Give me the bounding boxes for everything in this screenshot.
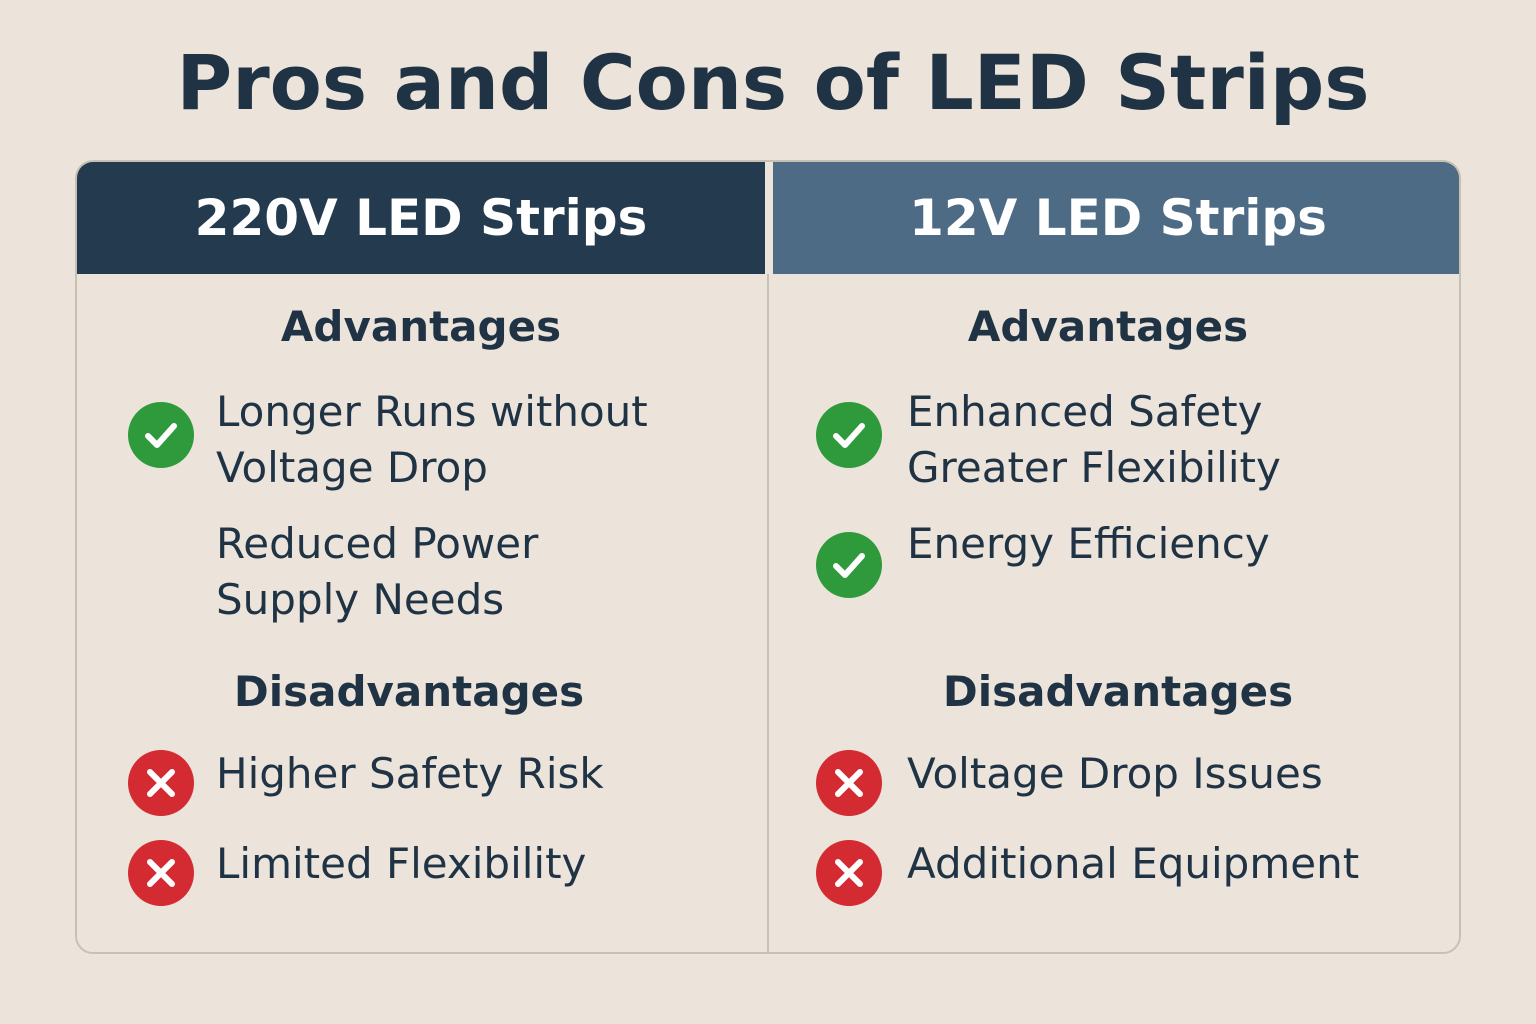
- advantage-text: Greater Flexibility: [907, 443, 1281, 492]
- disadvantage-text: Additional Equipment: [907, 839, 1360, 888]
- disadvantage-text: Higher Safety Risk: [216, 749, 604, 798]
- column-12v: 12V LED Strips Advantages Enhanced Safet…: [773, 162, 1459, 952]
- disadvantage-item: Higher Safety Risk: [77, 749, 765, 816]
- column-divider: [767, 162, 769, 952]
- cross-icon: [128, 840, 194, 906]
- check-icon: [816, 402, 882, 468]
- advantage-text: Supply Needs: [216, 575, 505, 624]
- advantage-item: Enhanced Safety Greater Flexibility: [773, 387, 1459, 492]
- disadvantage-item: Limited Flexibility: [77, 839, 765, 906]
- advantage-text: Voltage Drop: [216, 443, 488, 492]
- disadvantage-item: Voltage Drop Issues: [773, 749, 1459, 816]
- advantage-text: Enhanced Safety: [907, 387, 1263, 436]
- comparison-card: 220V LED Strips Advantages Longer Runs w…: [75, 160, 1461, 954]
- cross-icon: [816, 840, 882, 906]
- advantages-title-220v: Advantages: [280, 302, 562, 351]
- check-icon: [128, 402, 194, 468]
- disadvantage-text: Limited Flexibility: [216, 839, 587, 888]
- advantage-text: Energy Efficiency: [907, 519, 1270, 568]
- disadvantage-text: Voltage Drop Issues: [907, 749, 1323, 798]
- advantage-item: Reduced Power Supply Needs: [77, 519, 765, 624]
- disadvantages-title-12v: Disadvantages: [942, 667, 1294, 716]
- cross-icon: [128, 750, 194, 816]
- column-header-12v: 12V LED Strips: [773, 162, 1459, 274]
- advantage-item: Longer Runs without Voltage Drop: [77, 387, 765, 492]
- disadvantage-item: Additional Equipment: [773, 839, 1459, 906]
- page-title: Pros and Cons of LED Strips: [176, 38, 1370, 127]
- column-header-220v: 220V LED Strips: [77, 162, 765, 274]
- disadvantages-title-220v: Disadvantages: [233, 667, 585, 716]
- advantage-item: Energy Efficiency: [773, 519, 1459, 598]
- header-gap: [765, 162, 773, 274]
- advantage-text: Longer Runs without: [216, 387, 648, 436]
- check-icon: [816, 532, 882, 598]
- advantages-title-12v: Advantages: [967, 302, 1249, 351]
- column-220v: 220V LED Strips Advantages Longer Runs w…: [77, 162, 765, 952]
- cross-icon: [816, 750, 882, 816]
- advantage-text: Reduced Power: [216, 519, 539, 568]
